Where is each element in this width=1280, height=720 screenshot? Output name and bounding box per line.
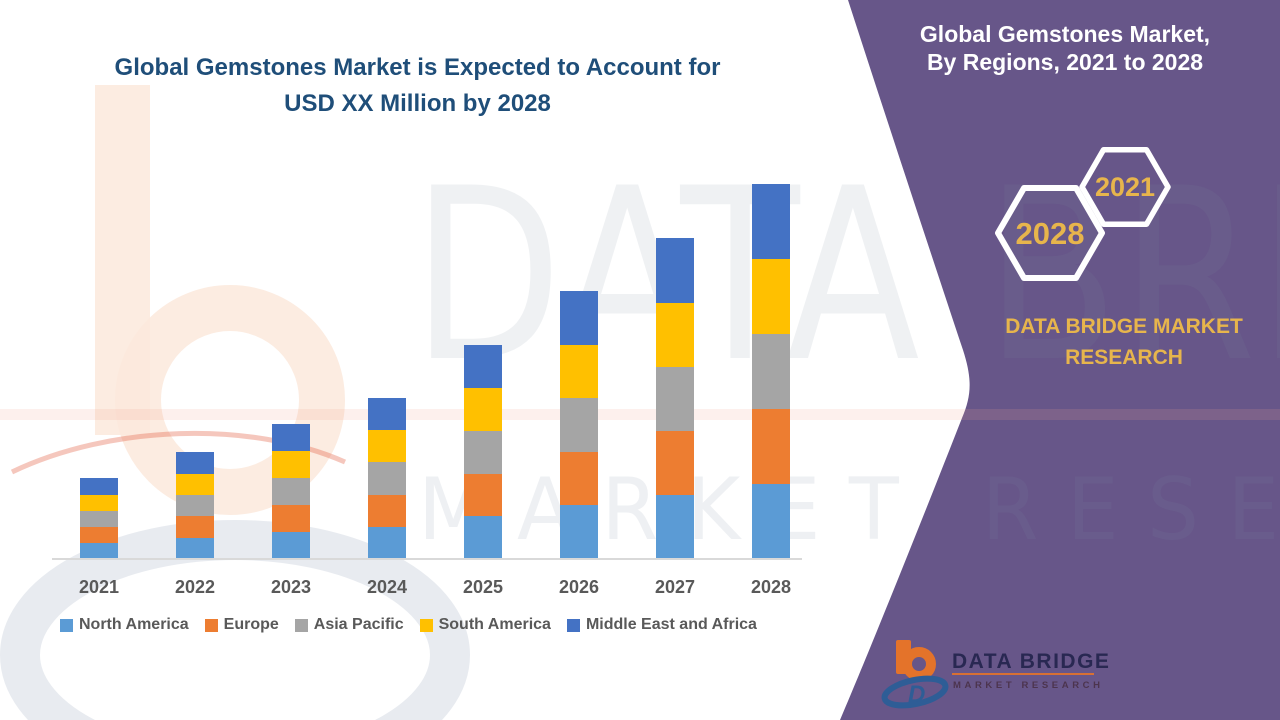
bar-segment-2028-north-america <box>752 484 790 559</box>
legend-item-south-america: South America <box>419 616 551 634</box>
x-axis-label-2021: 2021 <box>78 577 120 597</box>
bar-segment-2022-asia-pacific <box>176 494 214 517</box>
legend-swatch <box>60 618 73 632</box>
bar-segment-2027-north-america <box>656 494 694 559</box>
bar-segment-2027-asia-pacific <box>656 366 694 431</box>
bar-segment-2025-middle-east-and-africa <box>464 345 502 388</box>
chart-legend: North America Europe Asia Pacific South Ame… <box>60 616 757 634</box>
bar-segment-2021-north-america <box>80 542 118 559</box>
x-axis-label-2022: 2022 <box>174 577 216 597</box>
bar-segment-2026-europe <box>560 451 598 506</box>
legend-label: Asia Pacific <box>313 616 404 633</box>
legend-label: North America <box>79 616 189 633</box>
bar-segment-2023-europe <box>272 505 310 532</box>
bar-segment-2022-europe <box>176 516 214 538</box>
bar-segment-2027-europe <box>656 430 694 495</box>
bar-segment-2028-asia-pacific <box>752 334 790 409</box>
x-axis-label-2028: 2028 <box>750 577 792 597</box>
bar-segment-2025-europe <box>464 473 502 517</box>
bar-segment-2026-north-america <box>560 505 598 559</box>
bar-segment-2023-north-america <box>272 532 310 559</box>
panel-heading: Global Gemstones Market, By Regions, 202… <box>919 21 1211 75</box>
bar-segment-2021-asia-pacific <box>80 510 118 527</box>
bar-segment-2026-south-america <box>560 344 598 399</box>
legend-label: South America <box>438 616 551 633</box>
bar-segment-2022-south-america <box>176 473 214 495</box>
x-axis-label-2027: 2027 <box>654 577 696 597</box>
legend-swatch <box>566 618 580 632</box>
x-axis-label-2024: 2024 <box>366 577 408 597</box>
legend-swatch <box>204 618 218 632</box>
bar-segment-2021-europe <box>80 526 118 543</box>
legend-item-middle-east-and-africa: Middle East and Africa <box>566 616 757 634</box>
watermark-pink-band <box>0 409 1280 420</box>
legend-swatch <box>294 618 308 632</box>
bar-segment-2021-south-america <box>80 494 118 511</box>
bar-segment-2028-europe <box>752 409 790 484</box>
legend-item-asia-pacific: Asia Pacific <box>294 616 404 634</box>
chart-title: Global Gemstones Market is Expected to A… <box>114 54 721 117</box>
bar-segment-2024-south-america <box>368 430 406 463</box>
bar-segment-2027-south-america <box>656 302 694 367</box>
x-axis-label-2023: 2023 <box>270 577 312 597</box>
bar-segment-2023-middle-east-and-africa <box>272 424 310 451</box>
bar-segment-2021-middle-east-and-africa <box>80 478 118 495</box>
x-axis-label-2026: 2026 <box>558 577 600 597</box>
x-axis-label-2025: 2025 <box>462 577 504 597</box>
bar-segment-2028-south-america <box>752 259 790 334</box>
bar-segment-2025-south-america <box>464 388 502 431</box>
bar-segment-2022-middle-east-and-africa <box>176 452 214 474</box>
bar-segment-2024-europe <box>368 494 406 527</box>
legend-label: Europe <box>223 616 279 633</box>
bar-segment-2027-middle-east-and-africa <box>656 238 694 303</box>
bar-segment-2026-middle-east-and-africa <box>560 290 598 345</box>
bar-segment-2025-north-america <box>464 516 502 559</box>
bar-segment-2026-asia-pacific <box>560 398 598 452</box>
bar-segment-2024-asia-pacific <box>368 462 406 495</box>
bar-segment-2024-middle-east-and-africa <box>368 397 406 430</box>
bar-segment-2024-north-america <box>368 526 406 559</box>
legend-item-north-america: North America <box>60 616 189 634</box>
bar-segment-2028-middle-east-and-africa <box>752 184 790 259</box>
brand-name-text: DATA BRIDGE MARKET RESEARCH <box>1005 315 1243 369</box>
legend-item-europe: Europe <box>204 616 279 634</box>
bar-segment-2023-south-america <box>272 451 310 478</box>
legend-swatch <box>419 618 433 632</box>
bar-segment-2023-asia-pacific <box>272 478 310 505</box>
x-axis-line <box>52 558 802 560</box>
bar-segment-2022-north-america <box>176 537 214 559</box>
bar-segment-2025-asia-pacific <box>464 430 502 474</box>
legend-label: Middle East and Africa <box>585 616 757 633</box>
